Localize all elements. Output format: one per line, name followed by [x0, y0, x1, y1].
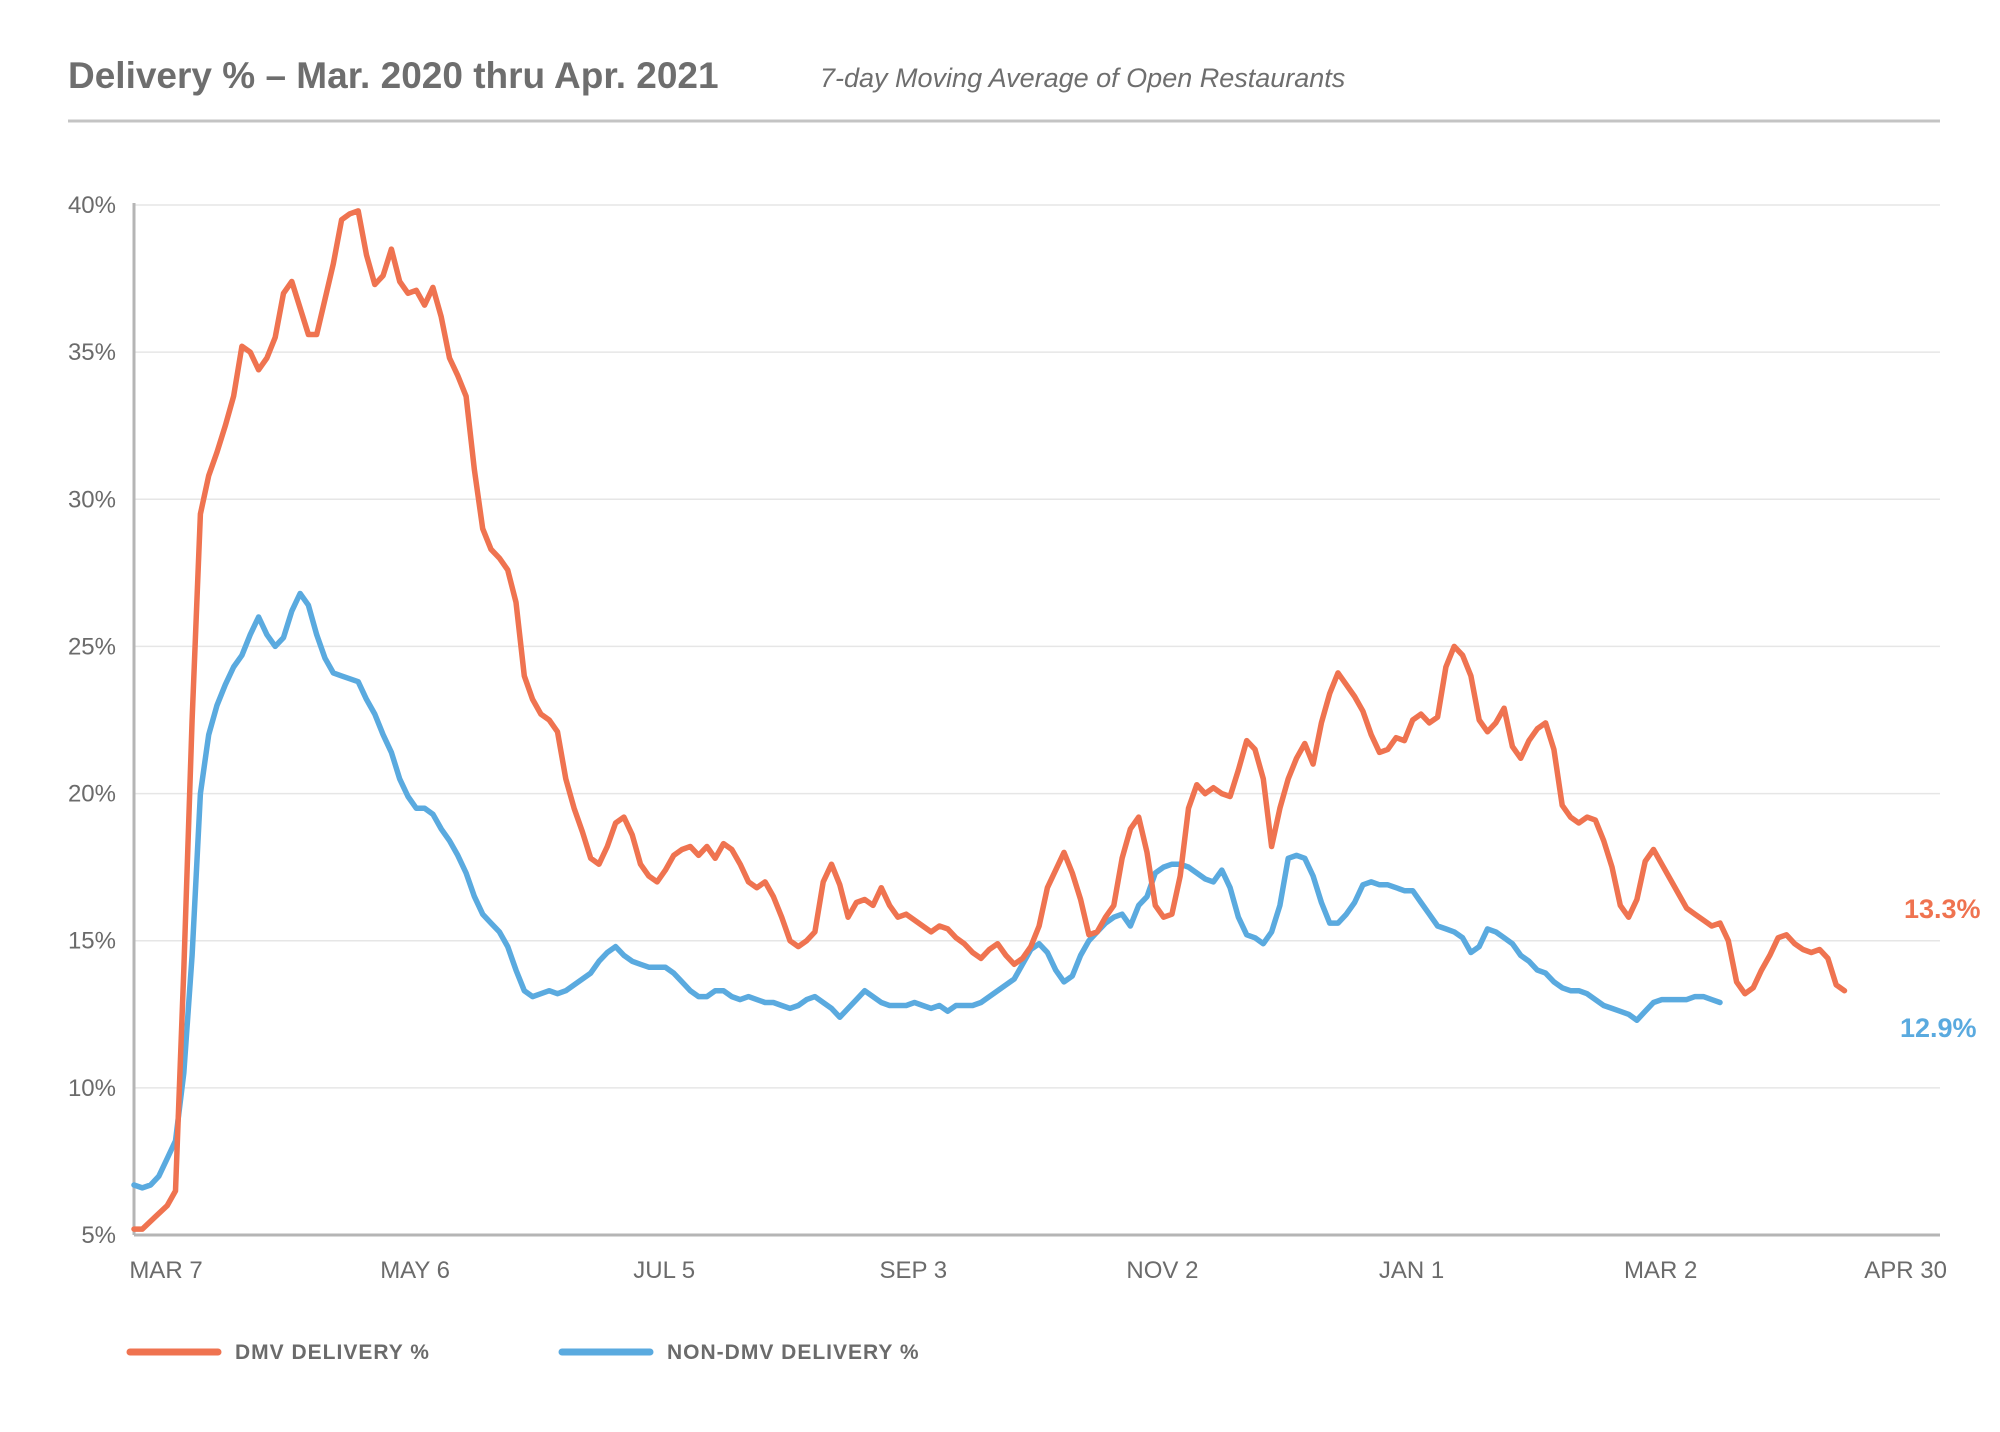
y-tick-label: 25% — [68, 633, 116, 660]
x-tick-label: NOV 2 — [1126, 1257, 1198, 1284]
legend-dmv-label: DMV DELIVERY % — [235, 1341, 430, 1364]
y-axis-ticks: 5% 10% 15% 20% 25% 30% 35% 40% — [68, 192, 116, 1249]
x-tick-label: MAR 7 — [129, 1257, 202, 1284]
dmv-delivery-series-line — [131, 208, 1848, 1232]
y-tick-label: 35% — [68, 339, 116, 366]
x-tick-label: JAN 1 — [1379, 1257, 1444, 1284]
y-tick-label: 5% — [81, 1222, 116, 1249]
y-tick-label: 10% — [68, 1075, 116, 1102]
x-axis-ticks: MAR 7 MAY 6 JUL 5 SEP 3 NOV 2 JAN 1 MAR 2 APR 3… — [129, 1257, 1947, 1284]
x-tick-label: JUL 5 — [633, 1257, 695, 1284]
y-tick-label: 20% — [68, 781, 116, 808]
axes — [132, 203, 1940, 1237]
chart-subtitle: 7-day Moving Average of Open Restaurants — [820, 63, 1345, 93]
x-tick-label: MAY 6 — [380, 1257, 450, 1284]
series-lines — [131, 208, 1848, 1232]
x-tick-label: SEP 3 — [880, 1257, 948, 1284]
grid-lines — [134, 204, 1940, 1089]
chart-title: Delivery % – Mar. 2020 thru Apr. 2021 — [68, 55, 719, 96]
y-tick-label: 15% — [68, 928, 116, 955]
legend-non-dmv-label: NON-DMV DELIVERY % — [667, 1341, 920, 1364]
x-tick-label: APR 30 — [1864, 1257, 1947, 1284]
dmv-end-label: 13.3% — [1904, 894, 1981, 924]
y-tick-label: 30% — [68, 486, 116, 513]
legend: DMV DELIVERY % NON-DMV DELIVERY % — [126, 1341, 920, 1364]
non-dmv-delivery-series-line — [131, 590, 1723, 1191]
y-tick-label: 40% — [68, 192, 116, 219]
non-dmv-end-label: 12.9% — [1900, 1013, 1977, 1043]
x-tick-label: MAR 2 — [1624, 1257, 1697, 1284]
